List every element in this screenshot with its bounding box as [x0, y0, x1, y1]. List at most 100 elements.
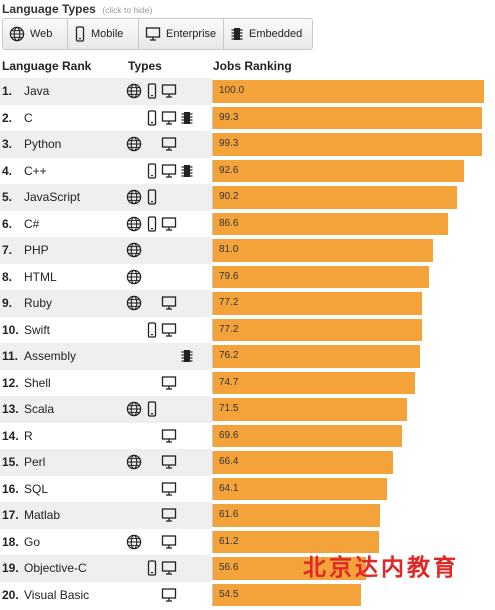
jobs-ranking-value: 71.5: [219, 403, 239, 414]
table-row: 11. Assembly 76.2: [0, 343, 495, 370]
table-row: 8. HTML 79.6: [0, 264, 495, 291]
jobs-ranking-bar: 81.0: [213, 239, 433, 262]
jobs-ranking-value: 61.2: [219, 535, 239, 547]
language-rank-cell: 9. Ruby: [2, 290, 52, 317]
language-rank-cell: 13. Scala: [2, 396, 54, 423]
jobs-ranking-bar: 61.2: [213, 530, 379, 553]
mobile-phone-icon: [144, 162, 160, 179]
jobs-ranking-cell: 90.2: [212, 186, 484, 209]
language-name: PHP: [24, 243, 49, 257]
language-rank-cell: 15. Perl: [2, 449, 45, 476]
rank-number: 10.: [2, 322, 19, 337]
language-rank-cell: 6. C#: [2, 211, 39, 238]
language-rank-cell: 1. Java: [2, 78, 49, 105]
table-row: 4. C++ 92.6: [0, 158, 495, 185]
globe-icon: [126, 534, 142, 550]
language-name: Visual Basic: [24, 587, 90, 602]
monitor-icon: [161, 454, 177, 470]
rank-number: 19.: [2, 561, 19, 575]
rank-number: 1.: [2, 84, 13, 98]
rank-number: 3.: [2, 137, 13, 151]
jobs-ranking-value: 64.1: [219, 482, 239, 494]
jobs-ranking-value: 100.0: [219, 85, 245, 96]
globe-icon: [126, 242, 142, 258]
jobs-ranking-bar: 77.2: [213, 318, 423, 341]
monitor-icon: [161, 110, 177, 126]
monitor-icon: [161, 375, 177, 391]
jobs-ranking-bar: 90.2: [213, 186, 458, 209]
table-row: 16. SQL 64.1: [0, 476, 495, 503]
monitor-icon: [161, 136, 177, 152]
jobs-ranking-cell: 92.6: [212, 159, 484, 182]
jobs-ranking-cell: 86.6: [212, 212, 484, 235]
filter-enterprise-button[interactable]: Enterprise: [139, 19, 224, 49]
language-name: C#: [24, 216, 40, 231]
language-name: Swift: [24, 322, 51, 337]
filter-embedded-button[interactable]: Embedded: [224, 19, 312, 49]
monitor-icon: [161, 507, 177, 523]
language-rank-cell: 17. Matlab: [2, 502, 60, 529]
globe-icon: [126, 189, 142, 205]
rank-number: 2.: [2, 110, 13, 125]
globe-icon: [126, 269, 142, 285]
jobs-ranking-cell: 69.6: [212, 424, 484, 447]
monitor-icon: [161, 163, 177, 179]
language-name: Ruby: [24, 296, 53, 310]
row-background: [0, 396, 212, 423]
jobs-ranking-value: 92.6: [219, 164, 239, 176]
watermark-text: 北京达内教育: [303, 555, 459, 581]
row-background: [0, 502, 212, 529]
jobs-ranking-value: 77.2: [219, 297, 239, 308]
language-rank-cell: 20. Visual Basic: [2, 582, 89, 609]
language-rank-cell: 2. C: [2, 105, 33, 132]
language-name: Perl: [24, 455, 46, 469]
jobs-ranking-cell: 56.6: [212, 557, 484, 580]
jobs-ranking-value: 99.3: [219, 111, 239, 123]
mobile-phone-icon: [144, 83, 160, 99]
monitor-icon: [145, 27, 161, 41]
jobs-ranking-bar: 69.6: [213, 424, 402, 447]
language-rank-cell: 8. HTML: [2, 264, 57, 291]
globe-icon: [126, 454, 142, 470]
click-to-hide-hint[interactable]: (click to hide): [102, 5, 153, 15]
language-rank-cell: 16. SQL: [2, 476, 48, 503]
row-background: [0, 290, 212, 317]
table-row: 15. Perl 66.4: [0, 449, 495, 476]
rank-number: 13.: [2, 402, 19, 416]
table-row: 9. Ruby 77.2: [0, 290, 495, 317]
table-row: 5. JavaScript 90.2: [0, 184, 495, 211]
jobs-ranking-bar: 66.4: [213, 451, 393, 474]
jobs-ranking-value: 81.0: [219, 244, 239, 255]
rank-number: 8.: [2, 269, 13, 284]
filter-mobile-button[interactable]: Mobile: [68, 19, 139, 49]
table-row: 2. C 99.3: [0, 105, 495, 132]
language-rank-cell: 10. Swift: [2, 317, 50, 344]
row-background: [0, 343, 212, 370]
jobs-ranking-bar: 99.3: [213, 106, 483, 129]
mobile-phone-icon: [144, 321, 160, 338]
table-row: 19. Objective-C 56.6: [0, 555, 495, 582]
language-name: Shell: [24, 375, 51, 390]
mobile-phone-icon: [75, 26, 85, 42]
jobs-ranking-cell: 100.0: [212, 80, 484, 103]
monitor-icon: [161, 295, 177, 311]
jobs-ranking-cell: 79.6: [212, 265, 484, 288]
monitor-icon: [161, 534, 177, 550]
globe-icon: [126, 401, 142, 417]
jobs-ranking-cell: 99.3: [212, 133, 484, 156]
row-background: [0, 237, 212, 264]
language-name: C: [24, 110, 33, 125]
monitor-icon: [161, 428, 177, 444]
monitor-icon: [161, 481, 177, 497]
jobs-ranking-bar: 71.5: [213, 398, 407, 421]
table-row: 6. C# 86.6: [0, 211, 495, 238]
mobile-phone-icon: [144, 189, 160, 205]
filter-web-button[interactable]: Web: [3, 19, 68, 49]
language-name: Python: [24, 137, 62, 151]
row-background: [0, 184, 212, 211]
language-name: Go: [24, 534, 41, 549]
jobs-ranking-value: 56.6: [219, 562, 239, 573]
language-types-header[interactable]: Language Types (click to hide): [2, 2, 152, 16]
language-name: Matlab: [24, 508, 61, 522]
language-name: Java: [24, 84, 50, 98]
